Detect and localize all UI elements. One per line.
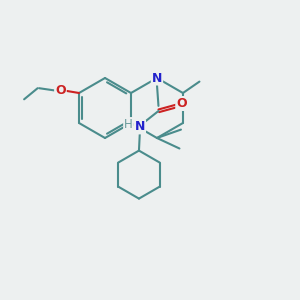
Text: H: H	[124, 118, 133, 131]
Text: O: O	[176, 97, 187, 110]
Text: N: N	[135, 120, 145, 134]
Text: O: O	[55, 84, 66, 97]
Text: N: N	[152, 71, 162, 85]
